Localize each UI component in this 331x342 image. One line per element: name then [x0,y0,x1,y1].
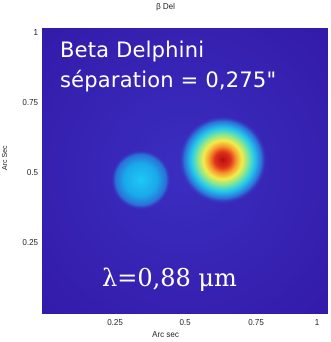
star-image [42,28,328,314]
y-tick-1: 1 [33,28,38,37]
separation-label: séparation = 0,275" [60,68,277,92]
wavelength-label: λ=0,88 μm [102,264,237,292]
y-tick-075: 0.75 [22,98,38,107]
plot-title: β Del [156,2,175,11]
x-tick-025: 0.25 [107,318,123,327]
plot-area: Beta Delphini séparation = 0,275" λ=0,88… [42,28,328,314]
y-tick-05: 0.5 [26,168,38,177]
x-tick-1: 1 [314,318,320,327]
x-tick-075: 0.75 [248,318,264,327]
star-name-label: Beta Delphini [60,38,205,62]
y-tick-025: 0.25 [22,238,38,247]
primary-star [179,116,267,204]
secondary-star [111,150,171,210]
x-tick-05: 0.5 [179,318,191,327]
y-axis-label: Arc Sec [2,145,9,170]
x-axis-label: Arc sec [152,330,179,339]
